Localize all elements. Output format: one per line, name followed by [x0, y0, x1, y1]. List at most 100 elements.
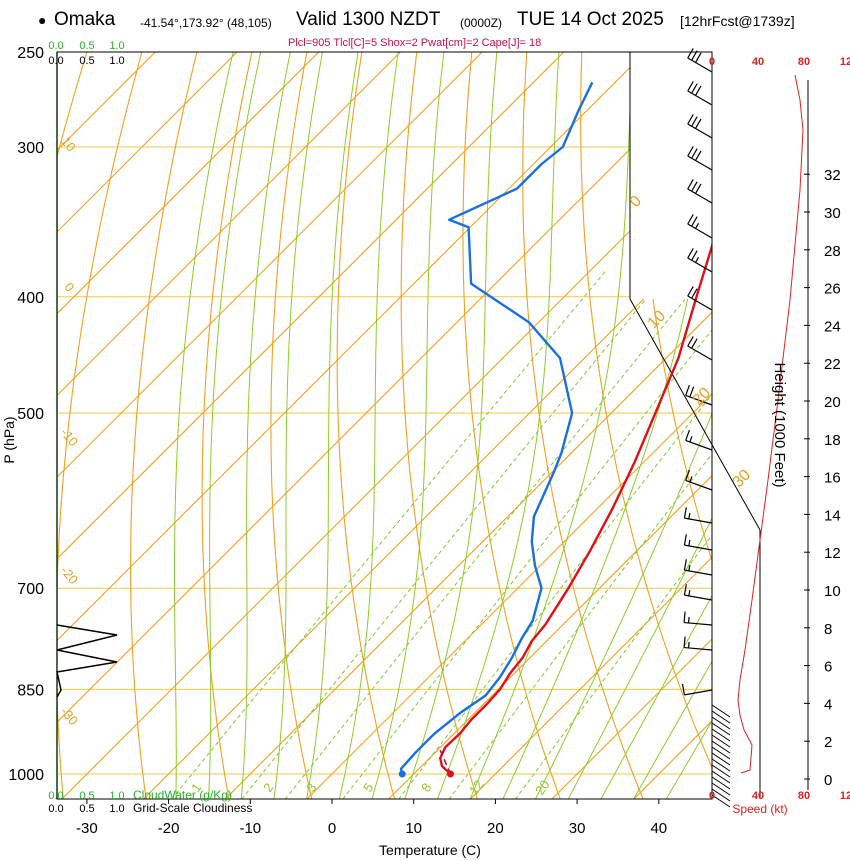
barb-staff: [687, 223, 713, 239]
valid-time: Valid 1300 NZDT: [296, 9, 441, 30]
wind-barb: [687, 336, 713, 361]
temp-tick-label: 20: [487, 820, 504, 837]
barb-flag: [687, 286, 694, 297]
barb-staff: [684, 646, 713, 651]
temp-tick-label: -20: [158, 820, 180, 837]
wind-barb: [683, 507, 713, 524]
cloudwater-scale-top: 1.0: [109, 40, 124, 52]
cloudiness-label: Grid-Scale Cloudiness: [133, 801, 252, 815]
barb-flag: [688, 589, 691, 597]
isotherm: [224, 311, 712, 799]
stability-indices: Plcl=905 Tlcl[C]=5 Shox=2 Pwat[cm]=2 Cap…: [288, 37, 542, 49]
height-tick-label: 26: [824, 281, 841, 298]
pressure-tick-label: 400: [17, 290, 44, 307]
speed-tick-top: 12: [840, 56, 850, 68]
wind-barb: [683, 559, 713, 576]
temperature-line: [439, 242, 712, 775]
temp-tick-label: -30: [76, 820, 98, 837]
wind-barb: [687, 114, 713, 139]
cloudiness-scale-top: 1.0: [109, 55, 124, 67]
isotherm: [61, 148, 712, 799]
isotherm: [57, 52, 320, 315]
barb-flag: [694, 183, 702, 194]
low-level-barb: [711, 764, 731, 778]
barb-staff: [684, 621, 713, 626]
cloudiness-scale-bottom: 0.5: [79, 803, 94, 815]
barb-flag: [683, 636, 686, 648]
barb-staff: [687, 155, 713, 171]
wind-barb: [687, 214, 713, 239]
moist-adiabat: [534, 411, 712, 799]
moist-adiabat: [600, 594, 712, 799]
pressure-tick-label: 700: [17, 581, 44, 598]
barb-flag: [694, 150, 702, 161]
barb-flag: [683, 559, 687, 571]
low-level-barb: [711, 746, 731, 760]
low-level-barb: [711, 716, 731, 730]
temp-tick-label: 0: [328, 820, 336, 837]
barb-flag: [687, 146, 694, 157]
barb-flag: [691, 116, 698, 127]
barb-flag: [683, 534, 687, 546]
barb-flag: [689, 386, 695, 398]
height-tick-label: 6: [824, 659, 832, 676]
speed-tick-top: 80: [798, 56, 810, 68]
barb-flag: [694, 256, 700, 263]
moist-adiabat: [371, 52, 445, 799]
speed-tick-bottom: 0: [709, 790, 715, 802]
barb-staff: [684, 594, 713, 601]
barb-staff: [684, 517, 713, 524]
low-level-barb: [711, 794, 731, 808]
barb-staff: [687, 57, 713, 73]
height-tick-label: 28: [824, 243, 841, 260]
barb-flag: [694, 52, 702, 63]
temp-tick-label: 40: [650, 820, 667, 837]
low-level-barb: [711, 752, 731, 766]
height-tick-label: 18: [824, 432, 841, 449]
barb-flag: [683, 611, 686, 623]
height-tick-label: 10: [824, 583, 841, 600]
barb-flag: [685, 469, 691, 481]
moist-adiabat: [665, 719, 712, 799]
height-frame-line: [629, 52, 761, 531]
isotherm-label: 30: [730, 466, 755, 491]
moist-adiabat: [306, 52, 359, 799]
barb-flag: [691, 216, 698, 227]
surface-temp-marker: [446, 770, 454, 778]
low-level-barb: [711, 788, 731, 802]
low-level-barb: [711, 740, 731, 754]
height-tick-label: 32: [824, 167, 841, 184]
station-coords: -41.54°,173.92° (48,105): [140, 16, 272, 30]
dry-adiabat: [691, 52, 712, 279]
speed-axis-label: Speed (kt): [732, 802, 787, 816]
moist-adiabat: [567, 517, 712, 799]
isotherm: [57, 52, 238, 233]
barb-flag: [691, 250, 698, 261]
cloudwater-scale-bottom: 0.5: [79, 790, 94, 802]
barb-flag: [687, 214, 694, 225]
height-tick-label: 14: [824, 507, 841, 524]
temp-tick-label: -10: [239, 820, 261, 837]
mixing-ratio-5: [342, 329, 712, 799]
dry-adiabat: [522, 52, 644, 799]
wind-barb: [683, 611, 713, 626]
mixing-ratio-20: [514, 534, 712, 799]
temp-tick-label: 30: [569, 820, 586, 837]
barb-flag: [685, 384, 691, 396]
low-level-barb: [711, 722, 731, 736]
wind-barb: [685, 469, 713, 491]
surface-dew-marker: [398, 770, 406, 778]
barb-staff: [685, 439, 713, 451]
mixing-ratio-label: 12: [466, 777, 487, 797]
wind-barb: [687, 179, 713, 204]
wind-barb: [687, 146, 713, 171]
low-level-barb: [711, 776, 731, 790]
cloudiness-trace: [56, 624, 118, 698]
barb-flag: [687, 336, 694, 347]
station-dot-icon: ●: [38, 12, 47, 28]
moist-adiabat: [273, 52, 324, 799]
barb-staff: [687, 188, 713, 204]
pressure-tick-label: 300: [17, 140, 44, 157]
barb-flag: [683, 507, 687, 519]
barb-staff: [687, 123, 713, 139]
